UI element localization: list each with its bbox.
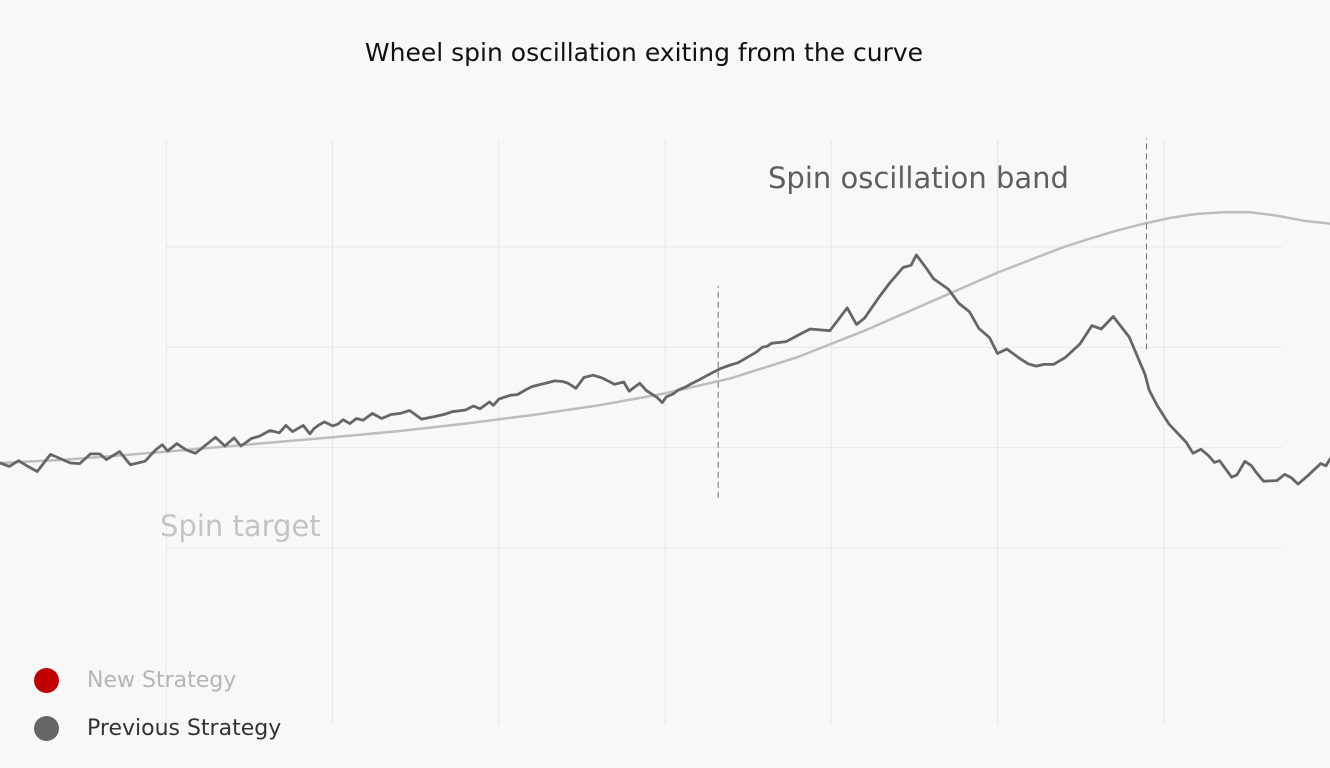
annotation-spin-oscillation-band: Spin oscillation band <box>768 161 1069 195</box>
legend-item-previous-strategy: Previous Strategy <box>34 704 281 752</box>
annotation-spin-target: Spin target <box>160 509 321 543</box>
oscillation-band-markers <box>717 138 1147 498</box>
chart-grid <box>165 140 1282 725</box>
legend-marker-new-strategy <box>34 667 59 693</box>
chart-title: Wheel spin oscillation exiting from the … <box>364 38 924 67</box>
legend-item-new-strategy: New Strategy <box>34 656 281 704</box>
measured-spin-series <box>0 253 1330 486</box>
legend-marker-previous-strategy <box>34 715 59 741</box>
series-line-target <box>0 210 1330 465</box>
legend-label-new-strategy: New Strategy <box>87 667 237 693</box>
series-line-measured <box>0 253 1330 486</box>
spin-target-series <box>0 210 1330 465</box>
legend-label-previous-strategy: Previous Strategy <box>87 715 282 741</box>
legend: New Strategy Previous Strategy <box>34 656 281 752</box>
